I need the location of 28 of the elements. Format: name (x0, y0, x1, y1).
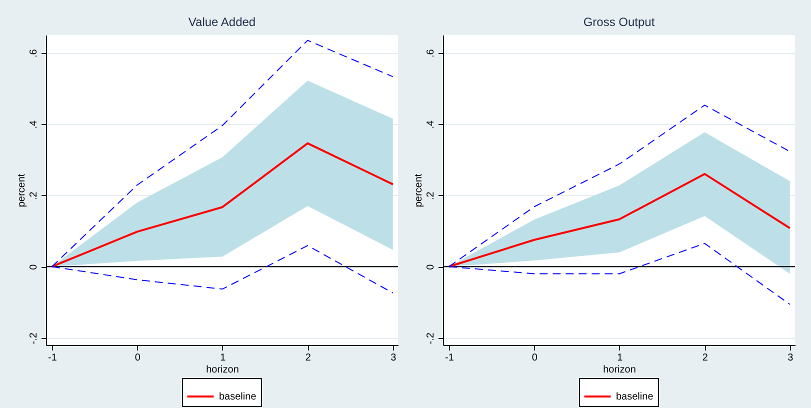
x-tick-label: -1 (445, 352, 454, 364)
y-tick-label: 0 (28, 264, 40, 270)
x-tick-label: 2 (305, 352, 312, 364)
y-tick-label: .6 (28, 48, 40, 58)
chart-title: Gross Output (583, 15, 656, 29)
x-tick-label: 1 (617, 352, 624, 364)
x-tick-label: 1 (220, 352, 226, 364)
y-axis-title: percent (16, 174, 28, 208)
y-tick-label: -.2 (426, 332, 436, 344)
chart-title: Value Added (188, 15, 256, 29)
legend-label: baseline (219, 392, 257, 402)
x-tick-label: 0 (532, 352, 538, 364)
x-tick-label: -1 (48, 352, 58, 364)
y-tick-label: 0 (426, 264, 436, 270)
x-axis-title: horizon (206, 364, 239, 376)
x-tick-label: 0 (134, 352, 141, 364)
y-tick-label: .2 (426, 191, 436, 200)
x-tick-label: 3 (788, 352, 794, 364)
x-tick-label: 2 (702, 352, 708, 364)
y-tick-label: -.2 (28, 332, 40, 344)
y-axis-title: percent (414, 174, 424, 208)
y-tick-label: .2 (28, 191, 40, 200)
x-axis-title: horizon (603, 364, 636, 376)
x-tick-label: 3 (390, 352, 397, 364)
legend-label: baseline (616, 392, 654, 402)
y-tick-label: .4 (28, 120, 40, 129)
y-tick-label: .6 (426, 48, 436, 58)
y-tick-label: .4 (426, 120, 436, 129)
